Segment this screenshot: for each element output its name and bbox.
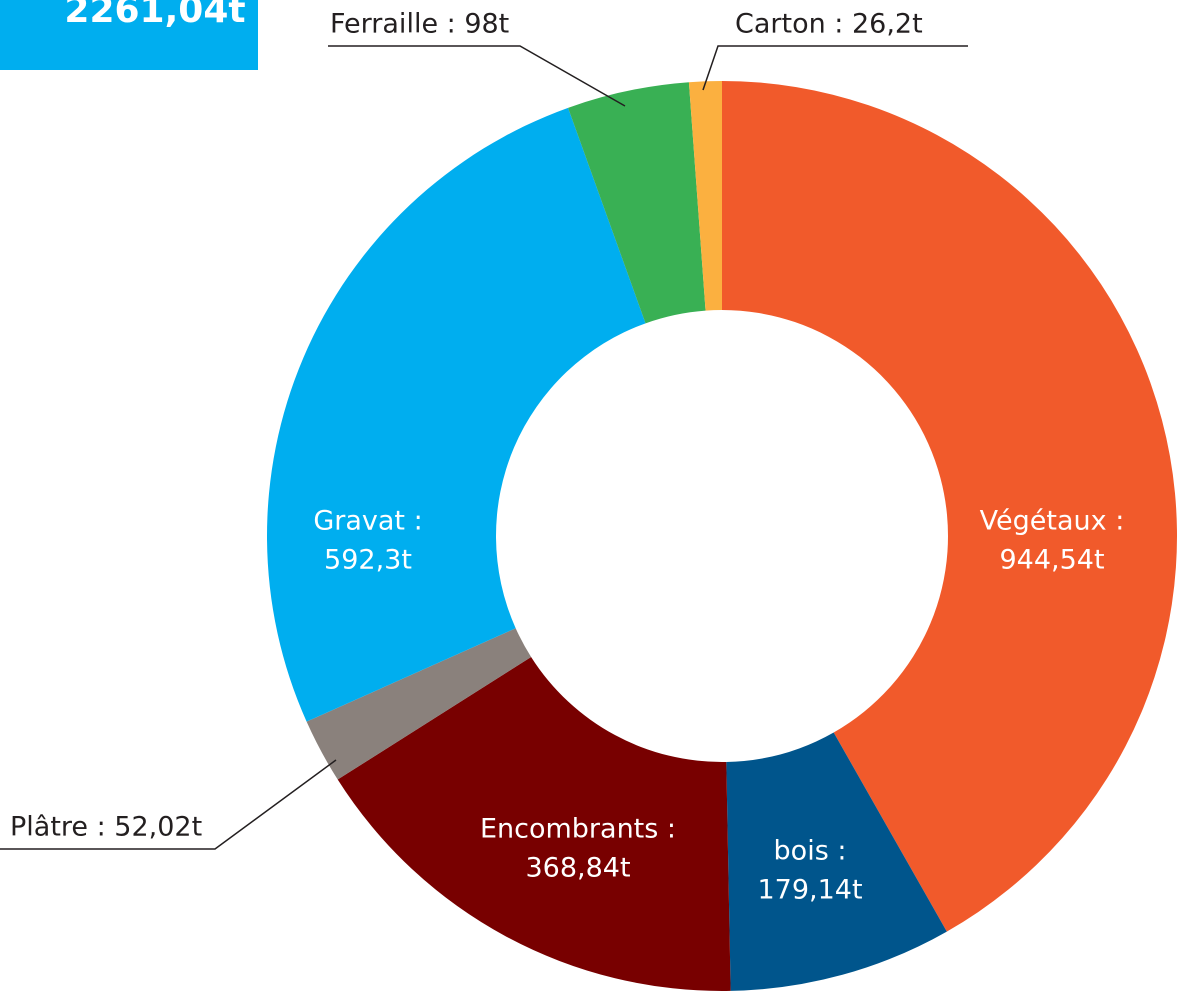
donut-slice bbox=[266, 107, 646, 722]
data-label: Carton : 26,2t bbox=[735, 9, 923, 40]
donut-slice bbox=[722, 81, 1177, 932]
data-label: Plâtre : 52,02t bbox=[10, 812, 202, 843]
chart-title: 2261,04t bbox=[64, 0, 245, 31]
donut-slice bbox=[688, 81, 722, 311]
data-label: 944,54t bbox=[999, 545, 1104, 576]
total-box bbox=[0, 0, 258, 70]
data-label: bois : bbox=[774, 836, 847, 867]
donut-slice bbox=[726, 732, 947, 991]
data-label: Encombrants : bbox=[480, 814, 676, 845]
data-label: Gravat : bbox=[313, 506, 422, 537]
leader-line bbox=[0, 759, 337, 850]
data-label: Végétaux : bbox=[980, 506, 1125, 537]
leader-line bbox=[328, 45, 626, 107]
donut-slice bbox=[337, 656, 731, 991]
data-label: 179,14t bbox=[757, 875, 862, 906]
leader-line bbox=[702, 45, 968, 91]
donut-slice bbox=[568, 82, 706, 324]
data-label: 368,84t bbox=[525, 853, 630, 884]
data-label: 592,3t bbox=[324, 545, 412, 576]
data-label: Ferraille : 98t bbox=[330, 9, 509, 40]
donut-slice bbox=[306, 628, 532, 780]
